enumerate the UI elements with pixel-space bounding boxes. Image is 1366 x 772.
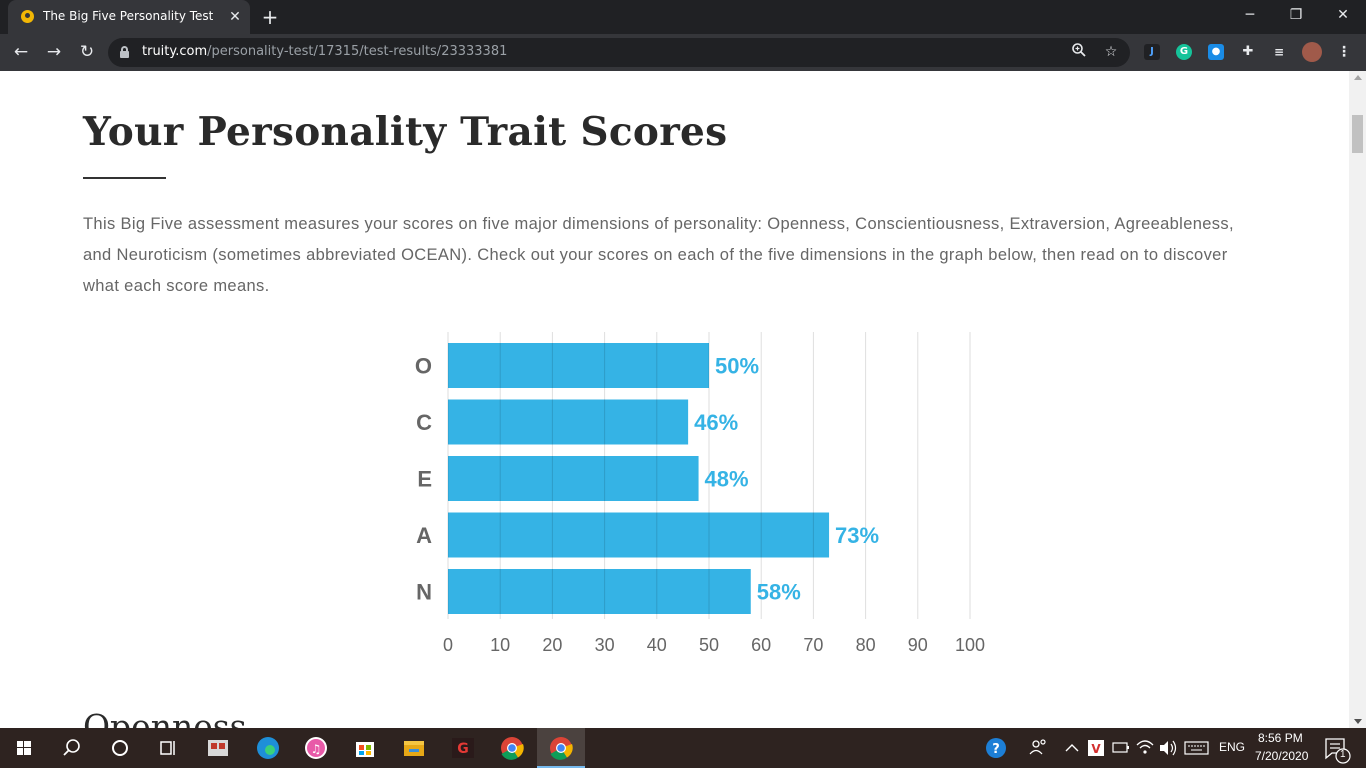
photos-app-icon[interactable] (194, 728, 242, 768)
trait-scores-chart: O C E A N 50% 46% 48% 73% 58% 0 10 20 30 40 50 60 70 80 90 1… (400, 329, 1000, 669)
browser-tab-strip: The Big Five Personality Test | Truity ✕… (0, 0, 1366, 34)
clock-time[interactable]: 8:56 PM (1258, 731, 1303, 745)
extensions-puzzle-icon[interactable]: ✚ (1242, 44, 1254, 59)
wifi-icon[interactable] (1134, 728, 1156, 768)
address-bar[interactable]: truity.com/personality-test/17315/test-r… (108, 38, 1130, 67)
svg-text:?: ? (992, 742, 1000, 757)
browser-toolbar: ← → ↻ truity.com/personality-test/17315/… (0, 34, 1366, 71)
x-tick-label-40: 40 (647, 635, 667, 655)
bar-n (448, 569, 751, 614)
tab-close-icon[interactable]: ✕ (229, 9, 241, 25)
bar-o (448, 343, 709, 388)
tab-title: The Big Five Personality Test | Truity (43, 9, 213, 23)
category-label-n: N (416, 580, 432, 605)
action-center-icon[interactable]: 1 (1316, 728, 1356, 768)
x-tick-label-60: 60 (751, 635, 771, 655)
edge-browser-icon[interactable] (244, 728, 292, 768)
battery-icon[interactable] (1110, 728, 1132, 768)
category-label-c: C (416, 410, 432, 435)
chrome-icon[interactable] (488, 728, 536, 768)
notification-count-badge: 1 (1340, 749, 1346, 760)
vpn-tray-icon[interactable]: V (1086, 728, 1106, 768)
category-label-a: A (416, 523, 432, 548)
value-label-n: 58% (757, 580, 801, 605)
new-tab-button[interactable]: + (261, 5, 279, 29)
svg-text:♫: ♫ (311, 742, 322, 756)
windows-taskbar: ♫ G ? V ENG 8:56 PM 7/20/2020 1 (0, 728, 1366, 768)
title-underline (83, 177, 166, 179)
help-icon[interactable]: ? (981, 728, 1011, 768)
category-label-e: E (417, 467, 432, 492)
back-arrow-icon[interactable]: ← (13, 42, 29, 62)
x-tick-label-80: 80 (856, 635, 876, 655)
x-tick-label-50: 50 (699, 635, 719, 655)
bar-a (448, 512, 830, 558)
browser-tab-active[interactable]: The Big Five Personality Test | Truity ✕ (8, 0, 250, 34)
window-restore-button[interactable]: ❐ (1289, 7, 1303, 23)
category-label-o: O (415, 354, 432, 379)
keyboard-icon[interactable] (1183, 728, 1211, 768)
volume-icon[interactable] (1157, 728, 1179, 768)
lock-icon[interactable] (120, 46, 129, 58)
reload-icon[interactable]: ↻ (79, 42, 95, 62)
page-title: Your Personality Trait Scores (83, 109, 728, 155)
x-tick-label-100: 100 (955, 635, 985, 655)
x-tick-label-70: 70 (803, 635, 823, 655)
media-control-icon[interactable]: ≡ (1273, 45, 1285, 59)
input-language[interactable]: ENG (1219, 740, 1246, 754)
grammarly-icon[interactable]: G (1176, 44, 1192, 60)
value-label-a: 73% (835, 523, 879, 548)
page-scrollbar[interactable] (1349, 71, 1366, 728)
chrome-active-window-icon[interactable] (537, 728, 585, 768)
url-text[interactable]: truity.com/personality-test/17315/test-r… (142, 44, 508, 59)
intro-paragraph: This Big Five assessment measures your s… (83, 215, 1234, 295)
x-tick-label-0: 0 (443, 635, 453, 655)
extension-drop-icon[interactable]: ● (1208, 44, 1224, 60)
bar-c (448, 399, 689, 445)
file-explorer-icon[interactable] (390, 728, 438, 768)
svg-text:G: G (457, 741, 469, 757)
windows-start-icon[interactable] (0, 728, 48, 768)
bar-e (448, 456, 699, 501)
profile-avatar[interactable] (1302, 42, 1322, 62)
svg-text:V: V (1091, 742, 1101, 756)
trait-scores-chart-svg: O C E A N 50% 46% 48% 73% 58% 0 10 20 30 40 50 60 70 80 90 1… (415, 332, 985, 655)
extension-j-icon[interactable]: J (1144, 44, 1160, 60)
openness-section-heading: Openness (83, 707, 247, 728)
value-label-o: 50% (715, 354, 759, 379)
forward-arrow-icon[interactable]: → (46, 42, 62, 62)
page-content: Your Personality Trait Scores This Big F… (0, 71, 1349, 728)
search-icon[interactable] (48, 728, 96, 768)
zoom-icon[interactable] (1069, 42, 1089, 62)
x-tick-label-30: 30 (595, 635, 615, 655)
window-close-button[interactable]: ✕ (1337, 7, 1349, 23)
window-minimize-button[interactable]: ─ (1245, 7, 1255, 23)
value-label-c: 46% (694, 410, 738, 435)
clock-date[interactable]: 7/20/2020 (1255, 749, 1309, 763)
people-icon[interactable] (1024, 728, 1052, 768)
chevron-up-icon[interactable] (1062, 728, 1082, 768)
bookmark-star-icon[interactable]: ☆ (1104, 44, 1118, 60)
scroll-down-arrow-icon[interactable] (1354, 719, 1362, 724)
x-tick-label-20: 20 (542, 635, 562, 655)
browser-menu-icon[interactable]: ⋮ (1337, 44, 1351, 60)
itunes-icon[interactable]: ♫ (292, 728, 340, 768)
scroll-thumb[interactable] (1352, 115, 1363, 153)
cortana-icon[interactable] (96, 728, 144, 768)
garena-icon[interactable]: G (439, 728, 487, 768)
microsoft-store-icon[interactable] (341, 728, 389, 768)
x-tick-label-10: 10 (490, 635, 510, 655)
x-tick-label-90: 90 (908, 635, 928, 655)
truity-favicon-icon (21, 10, 34, 23)
value-label-e: 48% (705, 467, 749, 492)
task-view-icon[interactable] (144, 728, 192, 768)
scroll-up-arrow-icon[interactable] (1354, 75, 1362, 80)
